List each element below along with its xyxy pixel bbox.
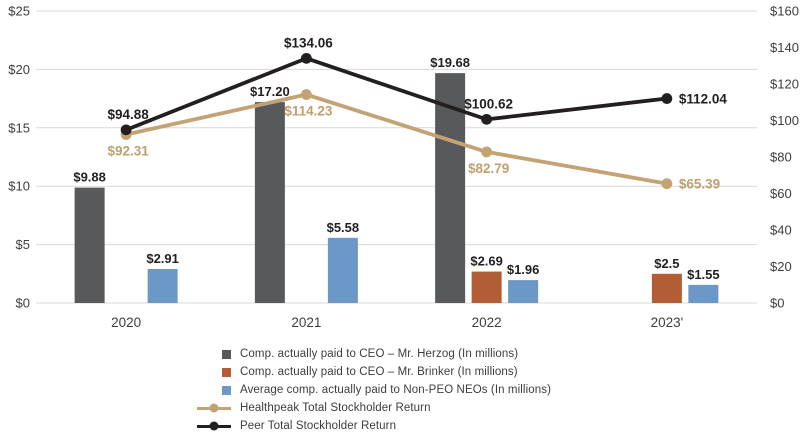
blue-bar-swatch-icon: [197, 381, 231, 399]
bar-value-label: $1.96: [507, 262, 540, 277]
legend-item-label: Healthpeak Total Stockholder Return: [240, 402, 431, 414]
bar: [74, 187, 105, 303]
orange-bar-swatch-icon: [197, 363, 231, 381]
line-value-label: $134.06: [284, 35, 333, 50]
bar-value-label: $2.91: [146, 251, 179, 266]
line-value-label: $114.23: [284, 104, 333, 119]
bar: [327, 237, 358, 303]
data-point-marker: [661, 93, 673, 104]
legend-item-label: Comp. actually paid to CEO – Mr. Herzog …: [240, 348, 519, 360]
legend-item-ceo-herzog: Comp. actually paid to CEO – Mr. Herzog …: [197, 345, 551, 363]
x-axis-category-label: 2023': [651, 315, 684, 330]
right-axis-tick-label: $100: [770, 113, 799, 128]
right-axis-tick-label: $40: [770, 223, 792, 238]
line-value-label: $112.04: [679, 92, 728, 107]
data-point-marker: [481, 146, 493, 158]
left-axis-tick-label: $0: [16, 296, 30, 311]
legend-item-healthpeak-tsr: Healthpeak Total Stockholder Return: [197, 399, 551, 417]
bar: [508, 280, 539, 303]
chart-legend: Comp. actually paid to CEO – Mr. Herzog …: [197, 345, 551, 435]
line-value-label: $94.88: [107, 107, 149, 122]
legend-item-label: Average comp. actually paid to Non-PEO N…: [240, 384, 551, 396]
legend-item-label: Peer Total Stockholder Return: [240, 420, 397, 432]
right-axis-tick-label: $140: [770, 40, 799, 55]
line-value-label: $65.39: [679, 177, 720, 192]
left-axis-tick-label: $20: [8, 62, 30, 77]
legend-item-non-peo-neos: Average comp. actually paid to Non-PEO N…: [197, 381, 551, 399]
tan-line-swatch-icon: [197, 399, 231, 417]
gray-bar-swatch-icon: [197, 345, 231, 363]
line-value-label: $82.79: [468, 161, 509, 176]
x-axis-category-label: 2022: [472, 315, 502, 330]
x-axis-category-label: 2021: [291, 315, 321, 330]
left-axis-tick-label: $10: [8, 179, 30, 194]
bar: [147, 269, 178, 303]
legend-item-label: Comp. actually paid to CEO – Mr. Brinker…: [240, 366, 518, 378]
bar-value-label: $19.68: [430, 55, 470, 70]
right-axis-tick-label: $80: [770, 150, 792, 165]
data-point-marker: [120, 124, 132, 136]
bar-value-label: $9.88: [73, 170, 106, 185]
right-axis-tick-label: $0: [770, 296, 784, 311]
right-axis-tick-label: $20: [770, 259, 792, 274]
bar-value-label: $17.20: [250, 84, 290, 99]
line-value-label: $92.31: [107, 144, 149, 159]
black-line-swatch-icon: [197, 417, 231, 435]
data-point-marker: [661, 178, 673, 190]
bar: [471, 271, 502, 303]
line-series: [125, 92, 668, 186]
left-axis-tick-label: $25: [8, 4, 30, 19]
bar: [688, 284, 719, 303]
bar-value-label: $1.55: [687, 267, 720, 282]
x-axis-category-label: 2020: [111, 315, 141, 330]
right-axis-tick-label: $120: [770, 77, 799, 92]
bar: [651, 273, 682, 303]
line-series: [125, 56, 668, 132]
bar-value-label: $5.58: [327, 220, 360, 235]
line-value-label: $100.62: [464, 96, 513, 111]
bar-value-label: $2.5: [654, 256, 679, 271]
data-point-marker: [300, 52, 312, 64]
data-point-marker: [300, 89, 312, 100]
left-axis-tick-label: $15: [8, 120, 30, 135]
right-axis-tick-label: $60: [770, 186, 792, 201]
left-axis-tick-label: $5: [16, 237, 30, 252]
legend-item-peer-tsr: Peer Total Stockholder Return: [197, 417, 551, 435]
data-point-marker: [481, 113, 493, 125]
bar: [254, 102, 285, 303]
legend-item-ceo-brinker: Comp. actually paid to CEO – Mr. Brinker…: [197, 363, 551, 381]
bar-value-label: $2.69: [470, 254, 503, 269]
chart-plot-area: $0 $5 $10 $15 $20 $25 $0 $20 $40 $60 $80 $100 $120 $1…: [8, 4, 799, 331]
right-axis-tick-label: $160: [770, 4, 799, 19]
